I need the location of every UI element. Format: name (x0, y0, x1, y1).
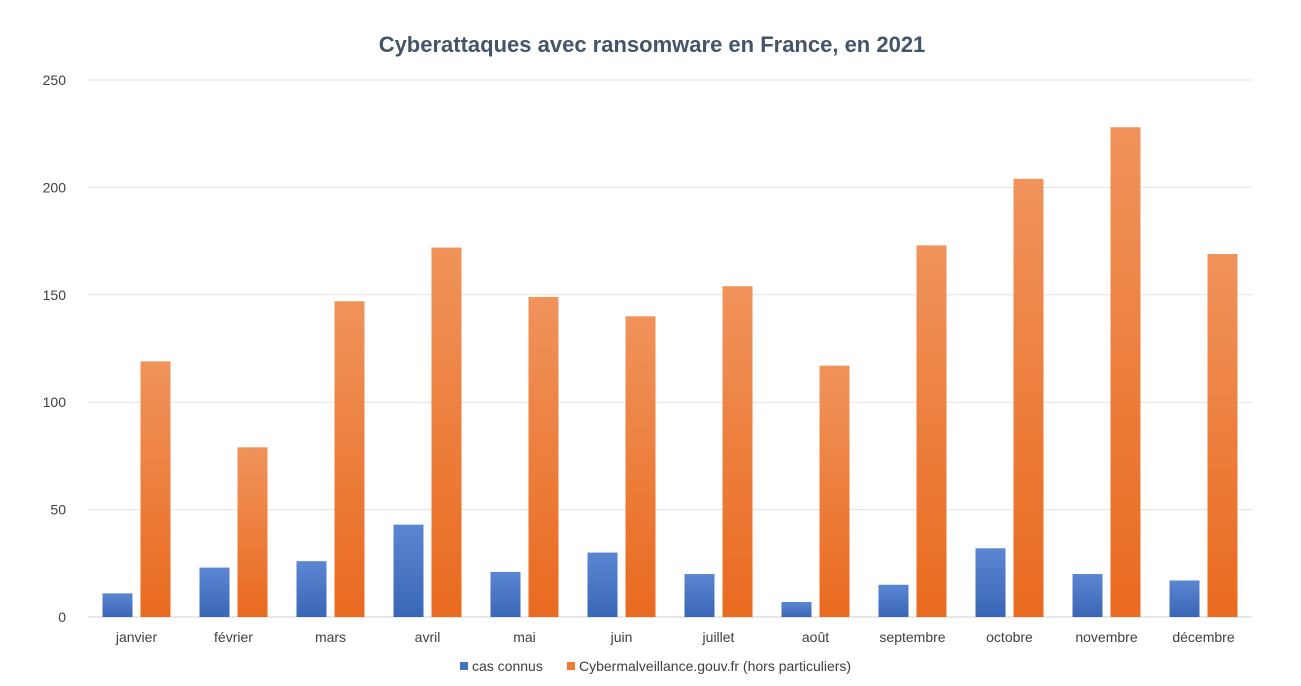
legend-label-cas-connus: cas connus (472, 658, 543, 674)
bar-cas-connus (878, 584, 909, 617)
x-tick-label: mars (315, 629, 346, 645)
x-tick-label: juin (610, 629, 633, 645)
bar-cybermalveillance (140, 361, 171, 617)
x-axis-ticks: janvier février mars avril mai juin juillet aoû… (115, 629, 1235, 645)
x-tick-label: septembre (879, 629, 945, 645)
bar-cas-connus (587, 552, 618, 617)
x-tick-label: janvier (115, 629, 158, 645)
y-tick-label: 250 (43, 72, 67, 88)
y-tick-label: 0 (58, 609, 66, 625)
y-tick-label: 200 (43, 179, 67, 195)
bar-cybermalveillance (1110, 127, 1141, 618)
chart-title: Cyberattaques avec ransomware en France,… (379, 32, 926, 57)
bar-cybermalveillance (1013, 178, 1044, 618)
bar-cybermalveillance (722, 286, 753, 617)
bar-cybermalveillance (819, 365, 850, 617)
bar-cas-connus (296, 561, 327, 617)
x-tick-label: octobre (986, 629, 1033, 645)
y-tick-label: 150 (43, 287, 67, 303)
x-tick-label: décembre (1172, 629, 1234, 645)
legend-swatch-cas-connus (460, 662, 468, 670)
x-tick-label: mai (513, 629, 536, 645)
y-tick-label: 100 (43, 394, 67, 410)
bar-cas-connus (393, 524, 424, 617)
x-tick-label: février (214, 629, 253, 645)
bar-cas-connus (199, 567, 230, 617)
bar-cybermalveillance (431, 247, 462, 617)
gridlines (88, 79, 1252, 618)
bar-cas-connus (102, 593, 133, 617)
y-tick-label: 50 (50, 502, 66, 518)
y-axis-ticks: 0 50 100 150 200 250 (43, 72, 67, 625)
bar-cybermalveillance (237, 447, 268, 617)
bars (102, 127, 1238, 618)
bar-cybermalveillance (528, 296, 559, 617)
x-tick-label: juillet (702, 629, 735, 645)
bar-cybermalveillance (1207, 253, 1238, 617)
legend: cas connus Cybermalveillance.gouv.fr (hor… (460, 658, 851, 674)
bar-cybermalveillance (916, 245, 947, 617)
bar-cybermalveillance (334, 301, 365, 617)
bar-cas-connus (975, 548, 1006, 617)
x-tick-label: août (802, 629, 829, 645)
bar-cas-connus (684, 574, 715, 617)
bar-cybermalveillance (625, 316, 656, 617)
bar-cas-connus (1169, 580, 1200, 617)
x-tick-label: avril (415, 629, 441, 645)
bar-cas-connus (781, 601, 812, 617)
bar-cas-connus (490, 571, 521, 617)
legend-swatch-cybermalveillance (567, 662, 575, 670)
x-tick-label: novembre (1075, 629, 1137, 645)
bar-cas-connus (1072, 574, 1103, 617)
legend-label-cybermalveillance: Cybermalveillance.gouv.fr (hors particul… (579, 658, 851, 674)
